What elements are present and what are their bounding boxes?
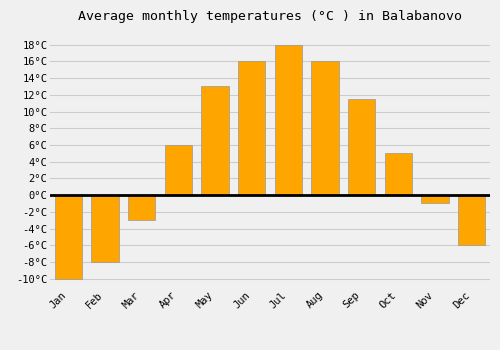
Bar (54, 195, 82, 279)
Bar (128, 195, 156, 220)
Bar (201, 86, 229, 195)
Bar (421, 195, 448, 203)
Title: Average monthly temperatures (°C ) in Balabanovo: Average monthly temperatures (°C ) in Ba… (78, 10, 462, 23)
Bar (348, 99, 376, 195)
Bar (164, 145, 192, 195)
Bar (311, 61, 339, 195)
Bar (458, 195, 485, 245)
Bar (384, 153, 412, 195)
Bar (238, 61, 266, 195)
Bar (274, 45, 302, 195)
Bar (91, 195, 119, 262)
